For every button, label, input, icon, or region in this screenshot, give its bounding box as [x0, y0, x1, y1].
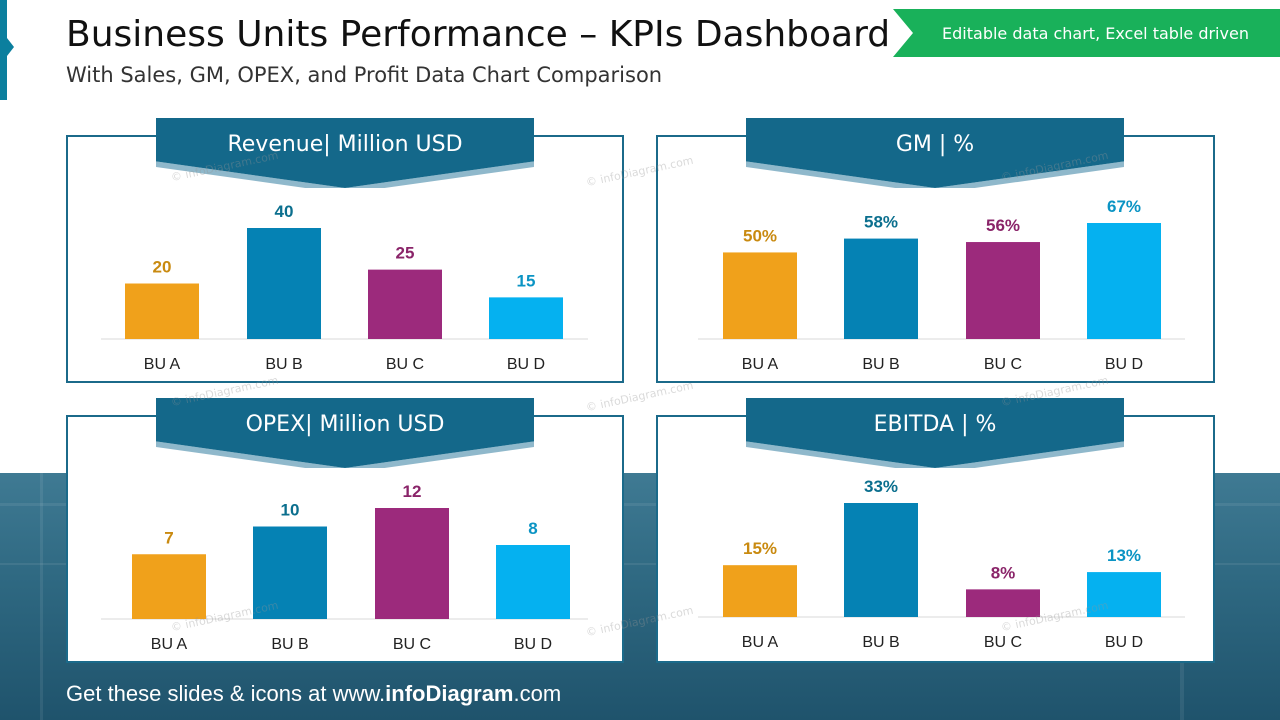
- gm-chart-header: GM | %: [746, 118, 1124, 188]
- left-accent-bar: [0, 0, 14, 100]
- ebitda-chart-header: EBITDA | %: [746, 398, 1124, 468]
- opex-chart-title: OPEX| Million USD: [245, 412, 445, 437]
- footer-promo[interactable]: Get these slides & icons at www.infoDiag…: [66, 681, 561, 707]
- page-subtitle: With Sales, GM, OPEX, and Profit Data Ch…: [66, 63, 663, 87]
- opex-chart-header: OPEX| Million USD: [156, 398, 534, 468]
- gm-chart-title: GM | %: [895, 132, 975, 157]
- editable-chart-ribbon: Editable data chart, Excel table driven: [893, 9, 1280, 57]
- revenue-chart-header: Revenue| Million USD: [156, 118, 534, 188]
- page-title: Business Units Performance – KPIs Dashbo…: [66, 14, 891, 55]
- footer-prefix: Get these slides & icons at www.: [66, 681, 386, 706]
- ebitda-chart-title: EBITDA | %: [873, 412, 997, 437]
- footer-suffix: .com: [513, 681, 562, 706]
- footer-brand: infoDiagram: [385, 681, 514, 706]
- revenue-chart-title: Revenue| Million USD: [227, 132, 463, 157]
- watermark: © infoDiagram.com: [584, 378, 695, 415]
